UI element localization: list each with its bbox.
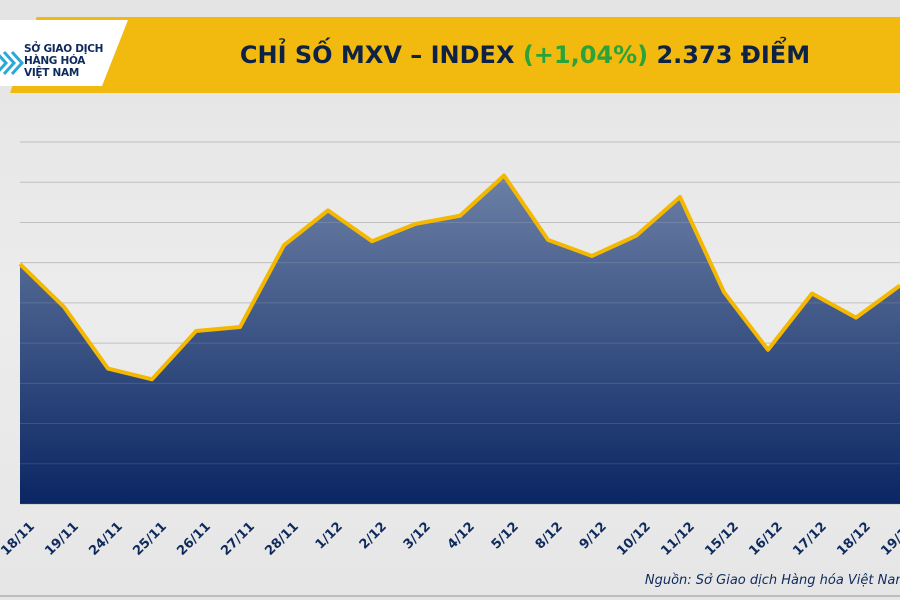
x-tick-label: 28/11 (262, 519, 302, 559)
x-tick-label: 19/12 (878, 519, 900, 559)
logo-line: VIỆT NAM (24, 67, 79, 79)
area-fill (20, 175, 900, 504)
logo-text: SỞ GIAO DỊCH HÀNG HÓA VIỆT NAM (24, 43, 103, 79)
x-tick-label: 25/11 (130, 519, 170, 559)
gridlines-over-area (20, 141, 900, 505)
x-tick-label: 19/11 (42, 519, 82, 559)
x-tick-label: 15/12 (702, 519, 742, 559)
x-tick-label: 4/12 (445, 519, 478, 552)
x-tick-label: 17/12 (790, 519, 830, 559)
chevrons-logo-icon (0, 50, 24, 76)
x-tick-label: 8/12 (533, 519, 566, 552)
x-tick-label: 16/12 (746, 519, 786, 559)
logo-line: HÀNG HÓA (24, 55, 86, 67)
x-tick-label: 5/12 (489, 519, 522, 552)
title-prefix: CHỈ SỐ MXV – INDEX (239, 41, 515, 69)
header-band (10, 17, 900, 93)
divider (0, 595, 900, 597)
x-tick-label: 10/12 (614, 519, 654, 559)
series-line (18, 173, 900, 382)
x-tick-label: 18/12 (834, 519, 874, 559)
header: SỞ GIAO DỊCH HÀNG HÓA VIỆT NAM CHỈ SỐ MX… (0, 15, 900, 93)
x-tick-label: 27/11 (218, 519, 258, 559)
x-axis-labels: 18/11 19/11 24/11 25/11 26/11 27/11 28/11 1/12 2… (0, 519, 900, 559)
title-value: 2.373 ĐIỂM (656, 41, 811, 69)
x-tick-label: 24/11 (86, 519, 126, 559)
x-tick-label: 9/12 (577, 519, 610, 552)
x-tick-label: 1/12 (313, 519, 346, 552)
x-tick-label: 26/11 (174, 519, 214, 559)
x-tick-label: 3/12 (401, 519, 434, 552)
logo-line: SỞ GIAO DỊCH (24, 43, 104, 55)
x-tick-label: 2/12 (357, 519, 390, 552)
x-tick-label: 18/11 (0, 519, 38, 559)
x-tick-label: 11/12 (658, 519, 698, 559)
title-change: (+1,04%) (522, 41, 649, 69)
source-note: Nguồn: Sở Giao dịch Hàng hóa Việt Nam (644, 573, 900, 588)
page-title: CHỈ SỐ MXV – INDEX (+1,04%) 2.373 ĐIỂM (160, 41, 890, 69)
